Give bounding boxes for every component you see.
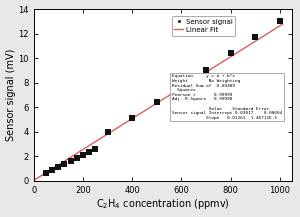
Y-axis label: Sensor signal (mV): Sensor signal (mV) — [6, 49, 16, 141]
Point — [105, 131, 110, 134]
Point — [50, 169, 55, 172]
Point — [56, 166, 61, 169]
Point — [204, 68, 208, 72]
Point — [228, 51, 233, 54]
Legend: Sensor signal, Linear Fit: Sensor signal, Linear Fit — [172, 16, 235, 36]
Point — [179, 83, 184, 87]
Point — [44, 172, 48, 175]
Point — [130, 116, 135, 119]
X-axis label: C$_2$H$_4$ concentration (ppmv): C$_2$H$_4$ concentration (ppmv) — [96, 197, 230, 211]
Point — [154, 100, 159, 104]
Point — [74, 156, 79, 160]
Text: Equation     y = a + b*x
Weight        No Weighting
Residual Sum of  0.00489
  S: Equation y = a + b*x Weight No Weighting… — [172, 74, 282, 120]
Point — [93, 147, 98, 151]
Point — [68, 159, 73, 163]
Point — [81, 153, 85, 157]
Point — [87, 150, 92, 154]
Point — [253, 36, 258, 39]
Point — [62, 163, 67, 166]
Point — [278, 20, 282, 23]
